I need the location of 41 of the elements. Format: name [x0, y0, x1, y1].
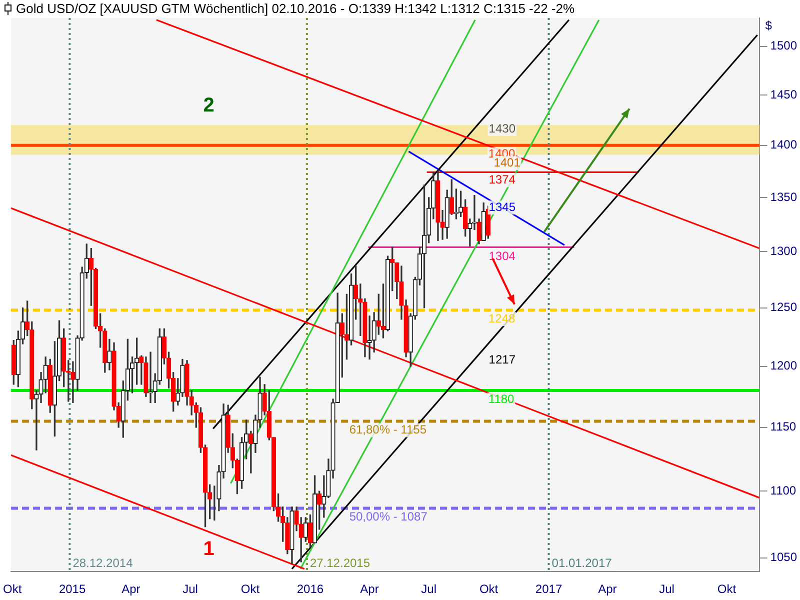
annotation: 1430 [488, 121, 516, 136]
candlestick [70, 361, 76, 404]
x-tick-label: Okt [717, 582, 737, 596]
annotation: 1374 [488, 172, 516, 187]
x-tick-label: Jul [659, 582, 674, 596]
x-tick-label: Apr [122, 582, 140, 596]
annotation: 1304 [488, 248, 516, 263]
y-tick-label: 1450 [770, 87, 798, 102]
annotation: 1217 [488, 352, 516, 366]
y-tick-label: 1400 [770, 138, 798, 152]
x-tick-label: Jul [182, 582, 198, 596]
chart-title: Gold USD/OZ [XAUUSD GTM Wöchentlich] 02.10.2016 - O:1339 H:1342 L:1312 C:1315 -22 -2% [16, 1, 575, 16]
y-tick-label: 1300 [770, 244, 798, 258]
y-tick-label: 1050 [770, 550, 798, 564]
ref-line-label: 1248 [488, 311, 516, 326]
annotation: 1345 [488, 200, 516, 214]
annotation: 50,00% - 1087 [349, 510, 428, 524]
x-tick-label: 2017 [535, 582, 562, 596]
x-tick-label: Okt [3, 582, 22, 596]
ref-line-label: 01.01.2017 [552, 556, 612, 570]
annotation: 2 [203, 94, 214, 116]
annotation: 1 [203, 538, 214, 560]
y-axis-title: $ [765, 18, 772, 32]
y-tick-label: 1100 [770, 483, 796, 498]
candlestick [367, 316, 372, 360]
ref-line-label: 27.12.2015 [310, 556, 370, 570]
y-tick-label: 1200 [770, 358, 798, 373]
ref-line-label: 1180 [488, 392, 515, 406]
annotation: 61,80% - 1155 [349, 422, 427, 437]
ref-line-label: 28.12.2014 [72, 556, 134, 570]
x-tick-label: Okt [479, 582, 499, 596]
x-tick-label: Apr [598, 582, 617, 596]
y-tick-label: 1350 [770, 190, 798, 204]
y-tick-label: 1250 [770, 300, 798, 314]
x-tick-label: Okt [240, 582, 260, 596]
x-tick-label: 2015 [58, 582, 86, 596]
x-tick-label: 2016 [296, 582, 324, 596]
x-tick-label: Apr [360, 582, 379, 596]
y-tick-label: 1150 [770, 420, 796, 434]
x-tick-label: Jul [421, 582, 437, 596]
y-tick-label: 1500 [770, 38, 798, 53]
